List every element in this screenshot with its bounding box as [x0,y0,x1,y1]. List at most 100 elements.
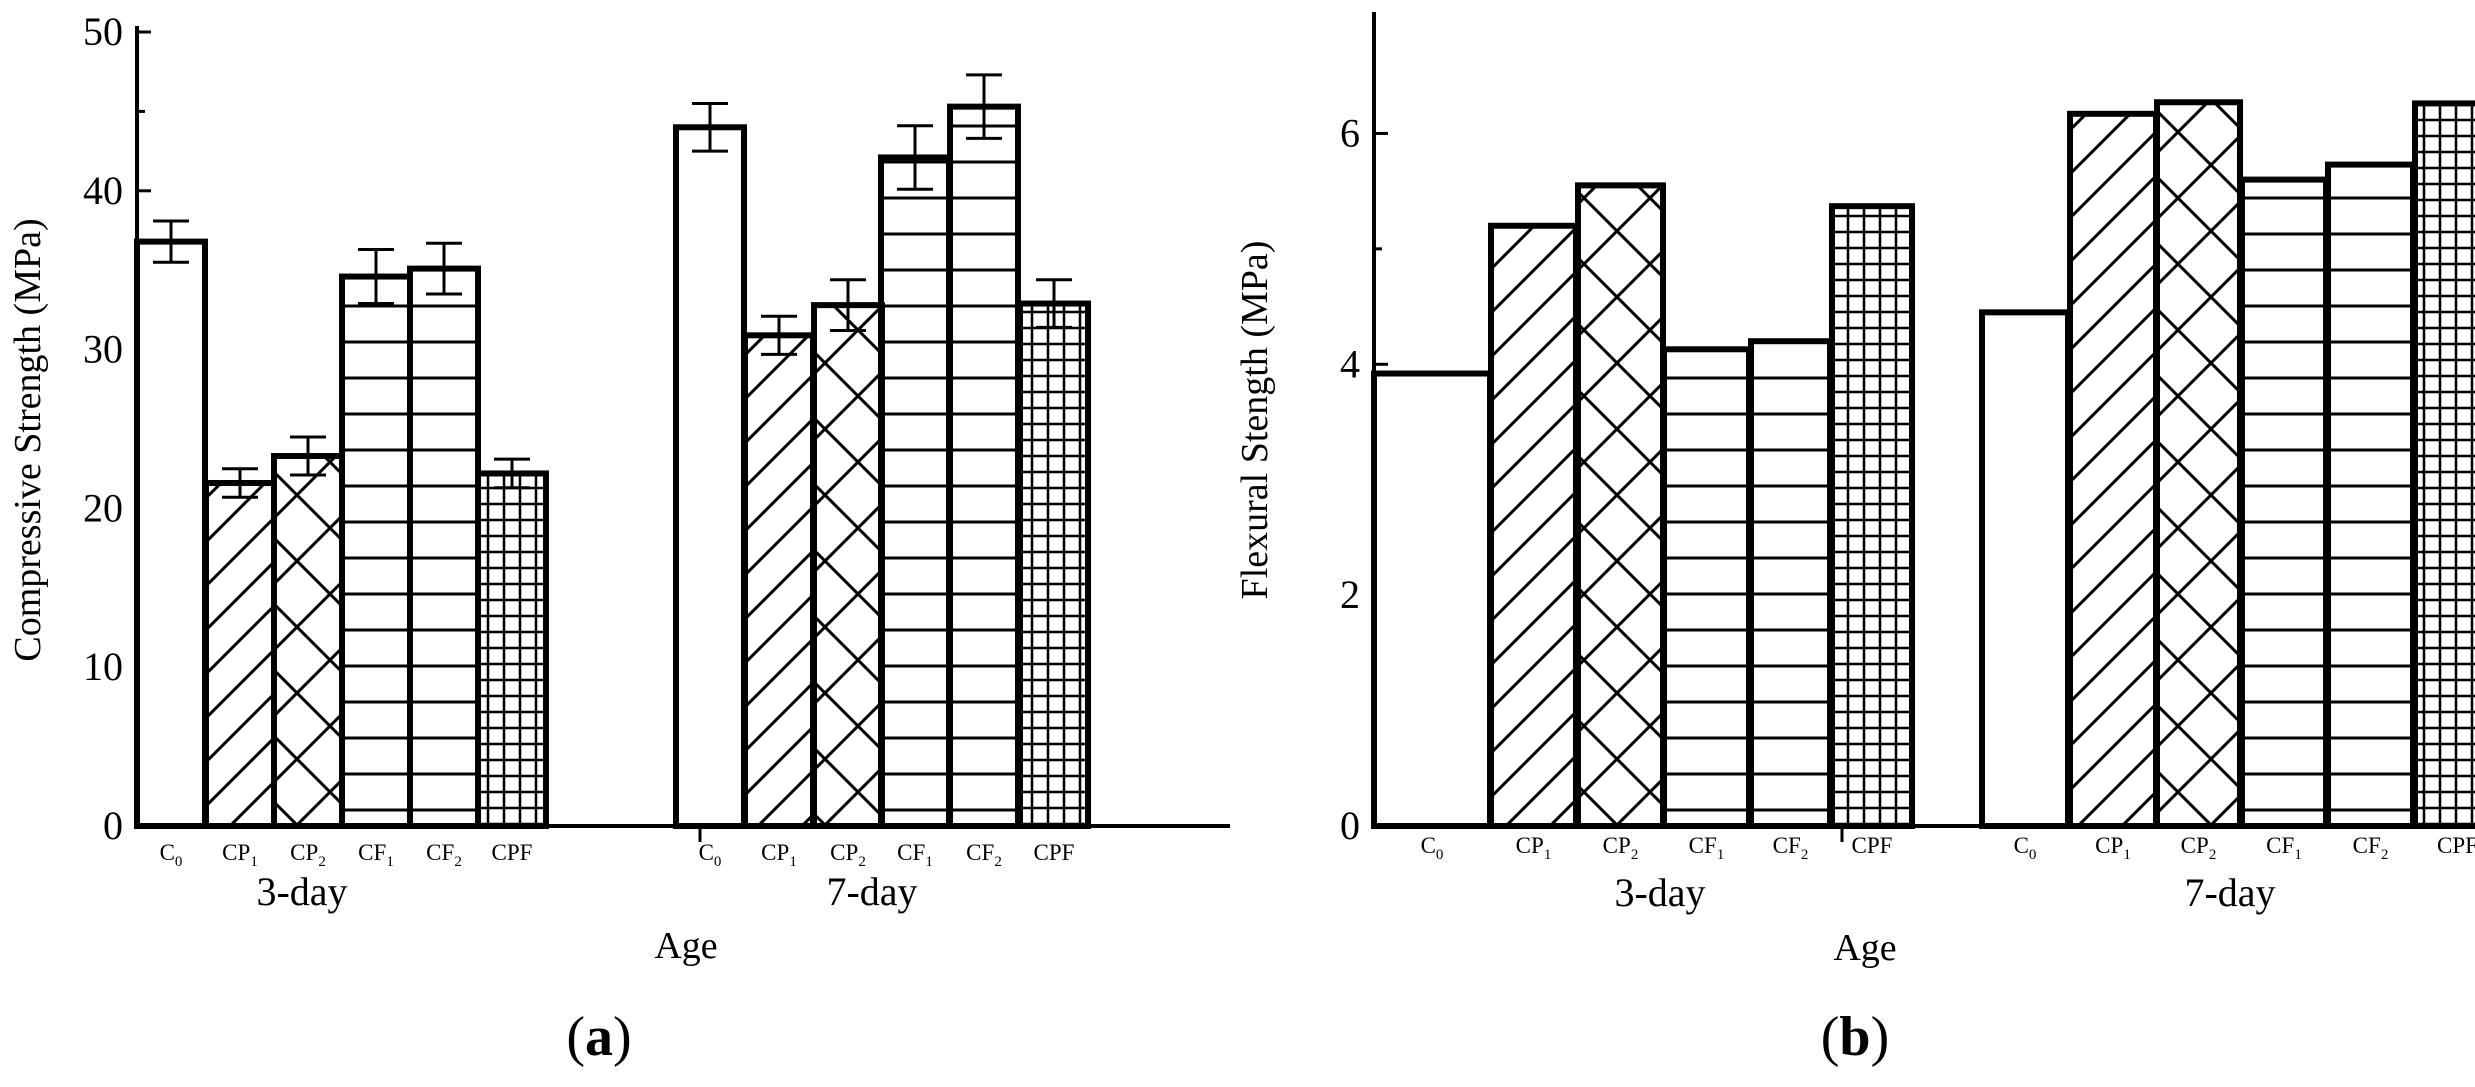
y-tick-label: 50 [83,9,123,54]
category-subscript: 2 [1631,847,1639,863]
category-subscript: 1 [925,854,933,870]
category-name: C [2014,833,2029,858]
category-subscript: 0 [714,854,722,870]
category-subscript: 0 [175,854,183,870]
y-tick-label: 0 [103,803,123,848]
y-tick-label: 30 [83,327,123,372]
bar [742,332,816,829]
panel-label: (a) [566,1006,631,1068]
category-label: C0 [699,840,722,870]
bar [1829,203,1915,830]
y-tick-label: 40 [83,168,123,213]
category-subscript: 1 [2294,847,2302,863]
bar [1979,309,2071,830]
category-subscript: 2 [454,854,462,870]
category-name: C [699,840,714,865]
panel-letter: a [585,1006,613,1068]
category-label: CF2 [426,840,462,870]
category-label: CPF [1034,840,1075,865]
category-subscript: 2 [2209,847,2217,863]
category-label: CF1 [1689,833,1725,863]
category-label: CPF [1852,833,1893,858]
category-name: CF [2353,833,2381,858]
x-axis-title: Age [654,925,717,967]
bar [2154,99,2243,829]
category-subscript: 2 [858,854,866,870]
category-name: CF [966,840,994,865]
category-label: CP2 [830,840,866,870]
category-name: CF [1689,833,1717,858]
category-name: CF [1773,833,1801,858]
bar [407,265,481,829]
category-label: CP1 [222,840,258,870]
bar [1488,222,1579,829]
panel-label: (b) [1821,1006,1889,1068]
y-tick-label: 0 [1340,803,1360,848]
category-name: CP [761,840,789,865]
bar [339,273,413,829]
category-name: CP [1516,833,1544,858]
category-label: CP2 [290,840,326,870]
category-label: CPF [2437,833,2475,858]
category-subscript: 1 [386,854,394,870]
bar [2412,100,2475,830]
category-label: CP1 [1516,833,1552,863]
category-name: CP [2095,833,2123,858]
bar [673,124,747,829]
bar [203,479,277,829]
bar [1371,370,1493,829]
category-label: C0 [1421,833,1444,863]
category-name: CF [2266,833,2294,858]
category-subscript: 0 [1436,847,1444,863]
y-tick-label: 10 [83,644,123,689]
category-label: CP2 [2181,833,2217,863]
y-tick-label: 20 [83,485,123,530]
bar [2239,176,2329,830]
category-label: CF2 [966,840,1002,870]
group-label: 3-day [1614,870,1705,915]
category-label: CP1 [761,840,797,870]
category-name: CF [358,840,386,865]
category-name: CP [2181,833,2209,858]
category-label: CP2 [1603,833,1639,863]
y-axis-title: Flexural Stength (MPa) [1234,241,1276,600]
bar [2067,110,2159,829]
category-label: C0 [160,840,183,870]
category-label: CF2 [2353,833,2389,863]
category-subscript: 1 [789,854,797,870]
bar [947,103,1021,830]
category-label: CF2 [1773,833,1809,863]
group-label: 7-day [2184,870,2275,915]
bar [1017,300,1091,830]
group-label: 3-day [256,869,347,914]
category-name: CPF [1852,833,1893,858]
category-name: CP [222,840,250,865]
category-name: CF [897,840,925,865]
bar [1575,182,1666,830]
bar [475,470,549,829]
category-label: C0 [2014,833,2037,863]
category-name: CP [1603,833,1631,858]
category-label: CPF [492,840,533,865]
category-name: CF [426,840,454,865]
group-label: 7-day [826,869,917,914]
bar [1748,338,1833,829]
category-subscript: 2 [318,854,326,870]
category-name: C [160,840,175,865]
bar [271,452,345,829]
category-subscript: 1 [1717,847,1725,863]
category-name: CP [290,840,318,865]
category-label: CF1 [897,840,933,870]
y-tick-label: 4 [1340,341,1360,386]
x-axis-title: Age [1833,927,1896,969]
y-tick-label: 2 [1340,572,1360,617]
bar [2325,161,2416,829]
category-subscript: 0 [2029,847,2037,863]
y-axis-title: Compressive Strength (MPa) [7,218,49,661]
category-name: CPF [492,840,533,865]
bar [134,238,208,829]
category-name: CPF [1034,840,1075,865]
